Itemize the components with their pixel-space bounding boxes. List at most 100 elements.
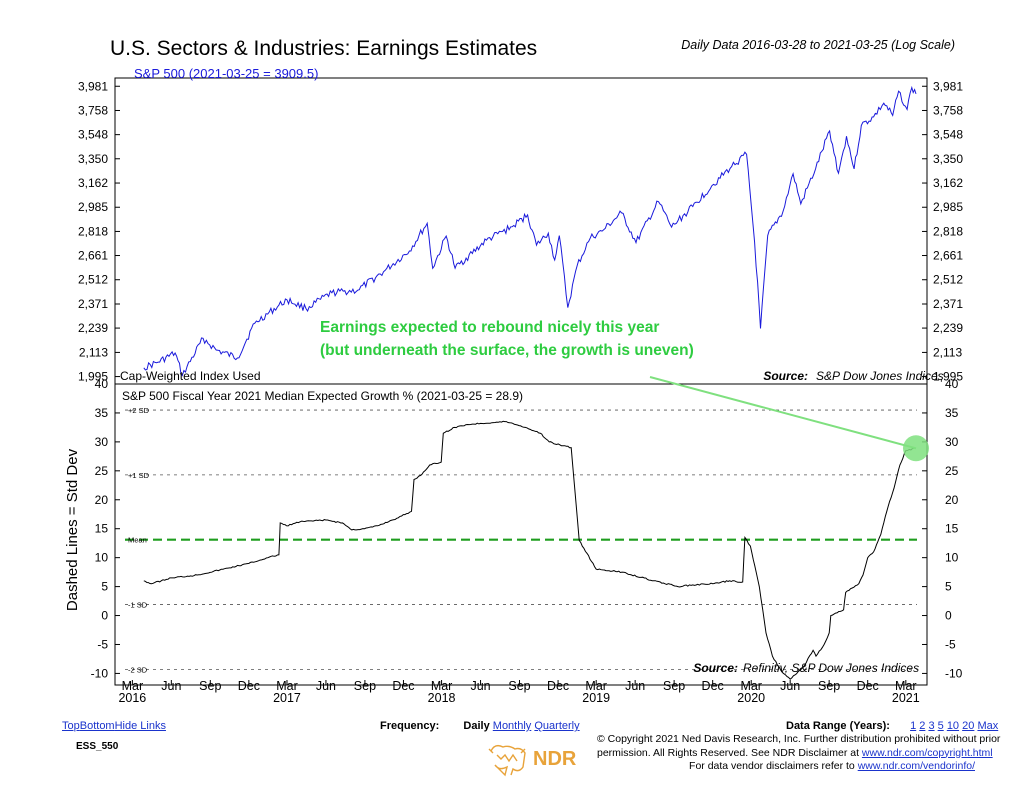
- annotation-highlight-circle: [903, 435, 929, 462]
- annotation-line-1: Earnings expected to rebound nicely this…: [320, 319, 659, 336]
- y-tick-label: 30: [95, 435, 109, 449]
- y-axis-label: Dashed Lines = Std Dev: [64, 448, 81, 611]
- x-tick-label: Jun: [161, 679, 181, 693]
- copyright-line-2: permission. All Rights Reserved. See NDR…: [597, 746, 993, 761]
- x-tick-label: Dec: [238, 679, 260, 693]
- y-tick-label: 3,548: [78, 128, 108, 142]
- range-5-link[interactable]: 5: [937, 720, 944, 732]
- y-tick-label: 2,818: [78, 224, 108, 238]
- x-year-label: 2017: [273, 691, 301, 705]
- y-tick-label: 35: [945, 406, 959, 420]
- y-tick-label: 3,350: [78, 152, 108, 166]
- x-tick-label: Jun: [316, 679, 336, 693]
- y-tick-label: 0: [101, 609, 108, 623]
- y-tick-label: 3,758: [933, 103, 963, 117]
- x-year-label: 2019: [582, 691, 610, 705]
- y-tick-label: 2,113: [79, 345, 108, 359]
- bottom-panel-title: S&P 500 Fiscal Year 2021 Median Expected…: [122, 389, 523, 403]
- top-link[interactable]: Top: [62, 720, 80, 732]
- std-dev-reference-lines: +2 SD +1 SD Mean -1 SD -2 SD: [125, 406, 917, 674]
- y-tick-label: 40: [945, 377, 959, 391]
- hide-links-link[interactable]: Hide Links: [114, 720, 166, 732]
- x-tick-label: Jun: [470, 679, 490, 693]
- y-tick-label: 3,350: [933, 152, 963, 166]
- y-tick-label: 3,981: [933, 79, 963, 93]
- x-tick-label: Mar: [431, 679, 453, 693]
- y-tick-label: 10: [945, 551, 959, 565]
- range-10-link[interactable]: 10: [946, 720, 960, 732]
- frequency-monthly-link[interactable]: Monthly: [492, 720, 532, 732]
- bottom-link[interactable]: Bottom: [79, 720, 115, 732]
- y-tick-label: 15: [945, 522, 959, 536]
- x-tick-label: Mar: [122, 679, 144, 693]
- frequency-current: Daily: [463, 720, 490, 732]
- bull-bear-icon: [488, 744, 526, 777]
- y-tick-label: 1,995: [78, 370, 108, 384]
- chart-subtitle: Daily Data 2016-03-28 to 2021-03-25 (Log…: [681, 38, 955, 52]
- x-year-label: 2016: [118, 691, 146, 705]
- x-year-label: 2018: [428, 691, 456, 705]
- nav-links: TopBottomHide Links: [62, 720, 166, 732]
- range-20-link[interactable]: 20: [962, 720, 975, 732]
- range-max-link[interactable]: Max: [977, 720, 999, 732]
- y-tick-label: 2,985: [933, 200, 963, 214]
- y-tick-label: 3,758: [78, 103, 108, 117]
- y-tick-label: 2,661: [78, 249, 108, 263]
- x-axis: Mar Jun Sep Dec Mar Jun Sep Dec Mar Jun Sep Dec Mar J…: [118, 679, 919, 705]
- y-tick-label: -10: [945, 666, 963, 680]
- top-panel-source: S&P Dow Jones Indices: [816, 369, 944, 383]
- y-tick-label: 3,162: [933, 176, 963, 190]
- y-tick-label: -5: [945, 637, 956, 651]
- x-tick-label: Mar: [740, 679, 762, 693]
- top-panel-footnote: Cap-Weighted Index Used: [120, 369, 261, 383]
- copyright-link[interactable]: www.ndr.com/copyright.html: [861, 746, 993, 759]
- x-tick-label: Sep: [354, 679, 376, 693]
- y-tick-label: 2,512: [78, 273, 108, 287]
- y-tick-label: 2,512: [933, 273, 963, 287]
- copyright-line-3-text: For data vendor disclaimers refer to: [689, 760, 858, 772]
- frequency-quarterly-link[interactable]: Quarterly: [534, 720, 580, 732]
- range-3-link[interactable]: 3: [928, 720, 935, 732]
- y-tick-label: 2,371: [933, 297, 963, 311]
- y-tick-label: 2,985: [78, 200, 108, 214]
- y-tick-label: 25: [95, 464, 109, 478]
- y-tick-label: -10: [91, 666, 109, 680]
- y-tick-label: 2,371: [78, 297, 108, 311]
- y-tick-label: 30: [945, 435, 959, 449]
- reference-line-label: +2 SD: [128, 406, 150, 415]
- sp500-series-line: [143, 85, 917, 377]
- data-range-label: Data Range (Years):: [786, 720, 890, 732]
- bottom-panel-source: Refinitiv, S&P Dow Jones Indices: [743, 661, 919, 675]
- copyright-line-2-text: permission. All Rights Reserved. See NDR…: [597, 746, 862, 759]
- x-year-label: 2020: [737, 691, 765, 705]
- x-tick-label: Sep: [508, 679, 530, 693]
- x-tick-label: Mar: [895, 679, 917, 693]
- x-tick-label: Sep: [199, 679, 221, 693]
- bottom-panel-source-label: Source:: [693, 661, 738, 675]
- bottom-panel-left-axis: -10 -5 0 5 10 15 20 25 30 35 40: [91, 377, 120, 680]
- y-tick-label: 2,661: [933, 249, 963, 263]
- vendor-info-link[interactable]: www.ndr.com/vendorinfo/: [857, 760, 975, 772]
- y-tick-label: 15: [95, 522, 109, 536]
- x-tick-label: Jun: [780, 679, 800, 693]
- y-tick-label: 3,981: [78, 79, 108, 93]
- y-tick-label: 20: [945, 493, 959, 507]
- reference-line-label: Mean: [128, 536, 147, 545]
- reference-line-label: -2 SD: [128, 665, 148, 674]
- annotation-line-2: (but underneath the surface, the growth …: [320, 342, 694, 359]
- range-1-link[interactable]: 1: [910, 720, 917, 732]
- copyright-line-3: For data vendor disclaimers refer to www…: [597, 760, 975, 774]
- copyright-notice: © Copyright 2021 Ned Davis Research, Inc…: [597, 733, 1000, 774]
- annotation-callout-line: [649, 376, 917, 450]
- x-tick-label: Dec: [702, 679, 724, 693]
- y-tick-label: 20: [95, 493, 109, 507]
- y-tick-label: 3,548: [933, 128, 963, 142]
- range-2-link[interactable]: 2: [919, 720, 926, 732]
- x-tick-label: Dec: [392, 679, 414, 693]
- frequency-label: Frequency:: [380, 720, 440, 732]
- data-range-selector: Data Range (Years): 1 2 3 5 10 20 Max: [786, 720, 998, 732]
- y-tick-label: -5: [97, 637, 108, 651]
- x-tick-label: Mar: [585, 679, 607, 693]
- x-tick-label: Dec: [547, 679, 569, 693]
